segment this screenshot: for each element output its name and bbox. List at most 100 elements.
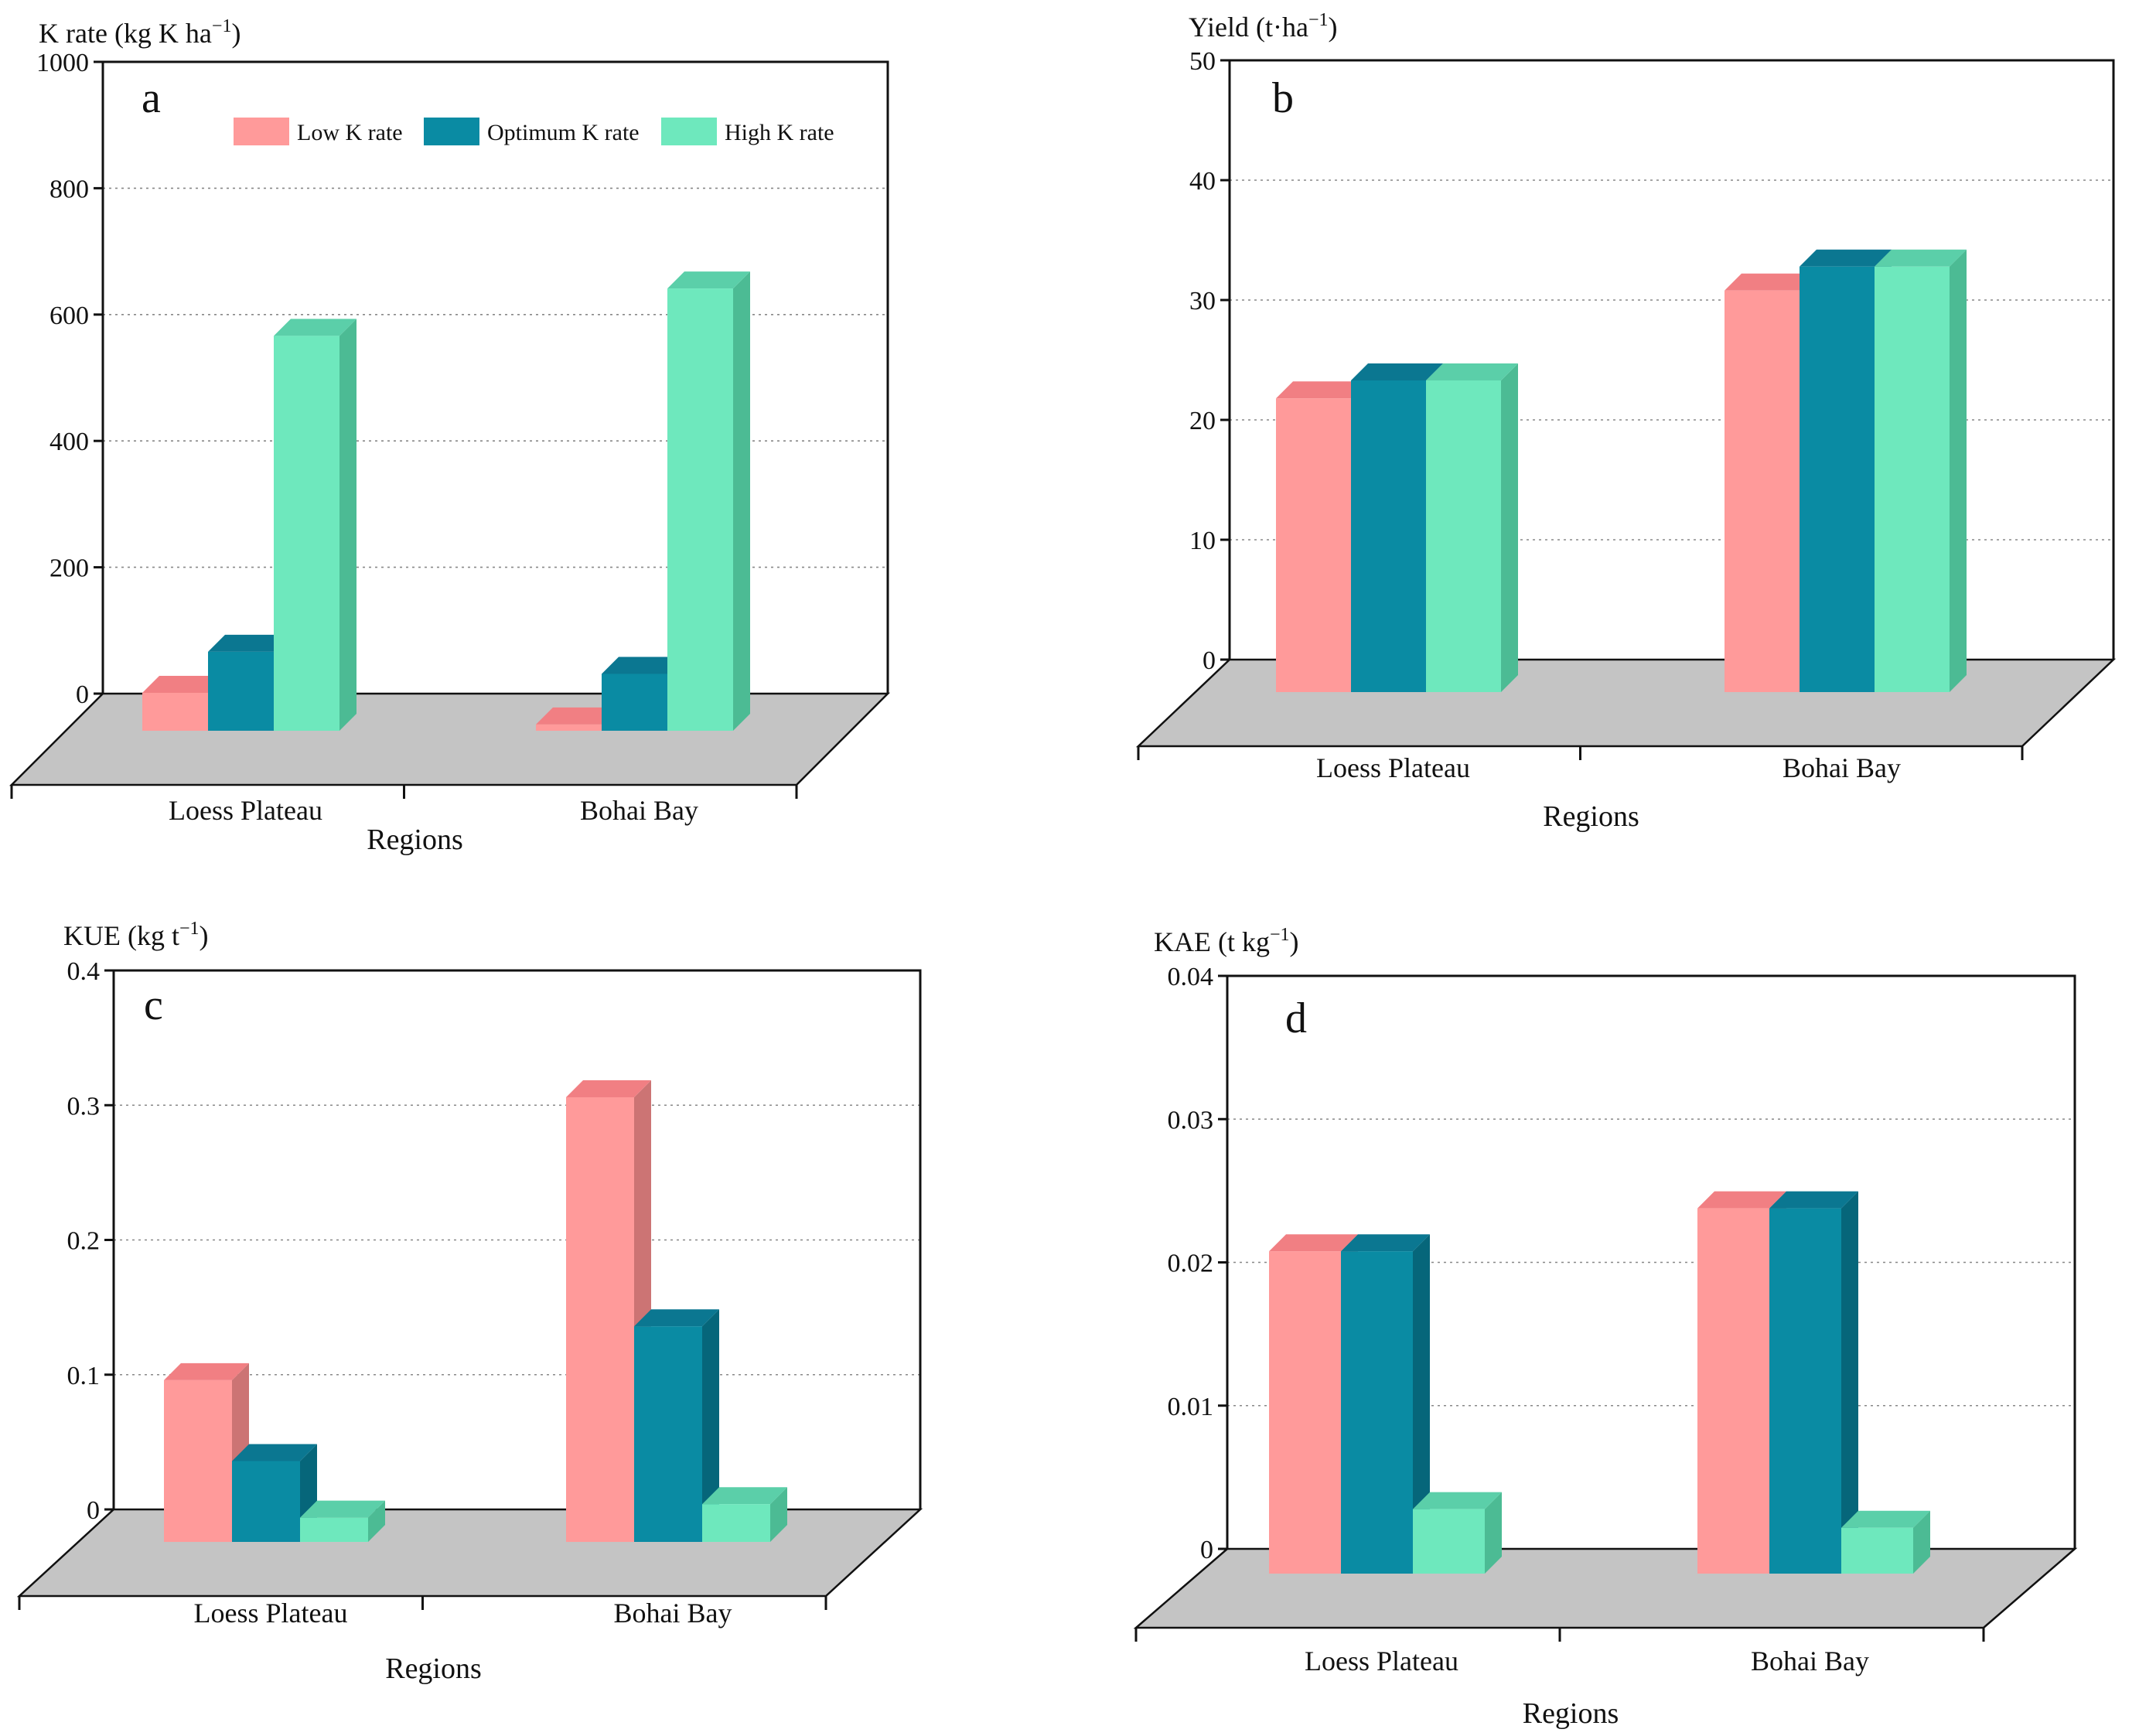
bar-top (1769, 1191, 1858, 1209)
y-tick-label: 400 (49, 428, 89, 456)
bar-top (602, 657, 684, 674)
chart-frame (1228, 59, 2115, 660)
bar-side (1485, 1492, 1502, 1574)
bar-side (1950, 249, 1967, 692)
y-tick-label: 50 (1189, 47, 1216, 76)
x-category-label: Bohai Bay (580, 795, 698, 826)
bar-top (1351, 363, 1443, 380)
bar-front (702, 1504, 770, 1542)
bar-top (232, 1444, 317, 1461)
chart-panel-b: 0 10 20 30 40 50 Loess Plateau Bohai Bay Regions… (1135, 10, 2117, 833)
x-category-label: Bohai Bay (614, 1598, 732, 1629)
bar-side (368, 1500, 385, 1542)
bar-top (1800, 249, 1892, 267)
y-tick-label: 10 (1189, 527, 1216, 555)
x-category-label: Loess Plateau (1316, 752, 1470, 783)
bar-front (536, 724, 602, 731)
x-category-label: Bohai Bay (1751, 1646, 1869, 1676)
bar-side (702, 1309, 719, 1542)
bar-front (1341, 1251, 1413, 1574)
legend-label: Low K rate (297, 120, 403, 145)
x-axis-title: Regions (1543, 800, 1639, 833)
y-tick-label: 0.04 (1168, 963, 1214, 991)
y-tick-label: 200 (49, 554, 89, 583)
bar (702, 1487, 787, 1542)
chart-panel-d: 0 0.01 0.02 0.03 0.04 Loess Plateau Bohai Bay R… (1133, 925, 2078, 1730)
bar-top (1875, 249, 1967, 267)
bar-front (164, 1380, 232, 1542)
bar (232, 1444, 317, 1542)
y-tick-label: 600 (49, 302, 89, 330)
bar (1413, 1492, 1502, 1574)
y-tick-label: 1000 (36, 49, 89, 77)
y-axis-title: K rate (kg K ha−1) (39, 16, 241, 49)
bar-top (1725, 273, 1817, 291)
bar-top (300, 1500, 385, 1518)
bar-top (1426, 363, 1518, 380)
y-tick-label: 20 (1189, 407, 1216, 435)
bar-side (733, 271, 750, 732)
bar (1341, 1234, 1430, 1574)
y-tick-label: 800 (49, 175, 89, 203)
y-tick-label: 0 (76, 680, 89, 709)
bar-side (1841, 1191, 1858, 1574)
bar-side (1501, 363, 1518, 692)
bar (667, 271, 750, 732)
bar-front (1276, 398, 1351, 692)
panel-letter: c (144, 981, 163, 1029)
bar-front (1269, 1251, 1341, 1574)
bar-front (1800, 266, 1875, 692)
bar-top (702, 1487, 787, 1505)
bar-side (770, 1487, 787, 1542)
bar-top (634, 1309, 719, 1327)
bar (634, 1309, 719, 1542)
y-axis-title: KUE (kg t−1) (63, 919, 209, 951)
bar-front (208, 651, 274, 731)
bar-top (274, 319, 356, 336)
chart-frame (101, 60, 889, 694)
y-tick-label: 0.02 (1168, 1250, 1214, 1278)
legend-swatch (234, 118, 289, 145)
bar (274, 319, 356, 731)
bar-top (1341, 1234, 1430, 1252)
y-tick-label: 0 (1200, 1536, 1213, 1564)
bar-top (1276, 381, 1368, 399)
bar-front (1697, 1208, 1769, 1574)
bar-front (274, 336, 339, 731)
panel-letter: b (1272, 74, 1294, 122)
legend: Low K rate Optimum K rate High K rate (234, 118, 834, 145)
bar-side (339, 319, 356, 731)
bar-front (142, 692, 208, 731)
chart-panel-c: 0 0.1 0.2 0.3 0.4 Loess Plateau Bohai Bay Regio… (16, 919, 923, 1685)
bar (1841, 1510, 1930, 1574)
bar-front (232, 1461, 300, 1542)
bar-top (142, 675, 225, 693)
y-tick-label: 0.3 (67, 1092, 101, 1120)
bar (1769, 1191, 1858, 1574)
bar-front (1769, 1208, 1841, 1574)
panel-letter: d (1285, 994, 1307, 1042)
legend-swatch (661, 118, 717, 145)
y-tick-label: 0.03 (1168, 1106, 1214, 1134)
bar-side (1913, 1510, 1930, 1574)
bar-front (300, 1517, 368, 1542)
bar-front (667, 288, 733, 732)
bar-top (1697, 1191, 1786, 1209)
bar-front (1413, 1509, 1485, 1574)
panel-letter: a (142, 74, 161, 122)
bar-front (1841, 1527, 1913, 1574)
legend-swatch (424, 118, 479, 145)
x-category-label: Bohai Bay (1782, 752, 1901, 783)
bar-top (1841, 1510, 1930, 1528)
x-axis-title: Regions (385, 1652, 482, 1685)
x-category-label: Loess Plateau (194, 1598, 348, 1629)
y-tick-label: 0 (87, 1496, 100, 1525)
x-category-label: Loess Plateau (1305, 1646, 1458, 1676)
legend-label: High K rate (725, 120, 834, 145)
y-tick-label: 30 (1189, 287, 1216, 315)
bar-front (1875, 266, 1950, 692)
y-tick-label: 0.01 (1168, 1393, 1214, 1421)
bar-top (1269, 1234, 1358, 1252)
bar (1875, 249, 1967, 692)
